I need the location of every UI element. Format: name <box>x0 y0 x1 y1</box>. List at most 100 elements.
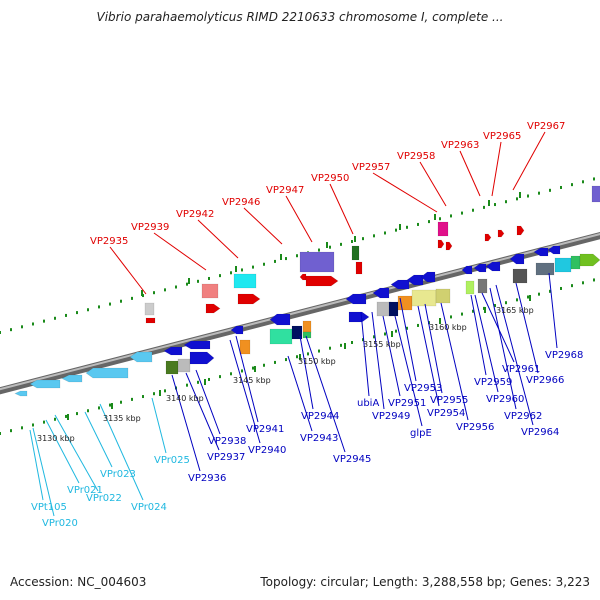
leader-line <box>394 315 423 427</box>
gene-feature <box>351 245 360 261</box>
lower-gene-label: VPr021 <box>67 485 103 496</box>
gene-feature <box>348 311 370 323</box>
lower-gene-label: VP2956 <box>456 422 494 433</box>
lower-gene-label: VP2953 <box>404 383 442 394</box>
leader-line <box>285 195 313 243</box>
gene-feature <box>144 302 155 316</box>
gene-features <box>14 185 600 397</box>
gene-feature <box>477 278 488 294</box>
leader-line <box>474 294 499 393</box>
gene-feature <box>201 283 219 299</box>
gene-feature <box>205 303 221 314</box>
upper-gene-label: VP2958 <box>397 151 435 162</box>
gene-feature <box>355 261 363 275</box>
lower-gene-label: VP2968 <box>545 350 583 361</box>
scale-label: 3130 kbp <box>37 434 75 443</box>
gene-feature <box>509 253 525 265</box>
leader-line <box>195 369 221 435</box>
lower-gene-label: VPr024 <box>131 502 167 513</box>
genome-summary-text: Topology: circular; Length: 3,288,558 bp… <box>260 575 590 589</box>
leader-line <box>29 429 44 501</box>
upper-gene-label: VP2946 <box>222 197 260 208</box>
leader-line <box>424 303 443 394</box>
upper-gene-label: VP2950 <box>311 173 349 184</box>
lower-gene-label: VP2944 <box>301 411 339 422</box>
lower-gene-label: VP2940 <box>248 445 286 456</box>
chromosome-backbone <box>0 231 600 395</box>
leader-line <box>417 305 440 407</box>
gene-feature <box>445 241 453 251</box>
leader-line <box>459 150 481 197</box>
lower-gene-label: VP2960 <box>486 394 524 405</box>
gene-feature <box>406 274 424 286</box>
leader-line <box>382 315 401 397</box>
leader-line <box>399 297 417 382</box>
gene-feature <box>512 268 528 284</box>
gene-feature <box>411 289 437 307</box>
lower-gene-label: VP2959 <box>474 377 512 388</box>
leader-line <box>243 207 283 245</box>
lower-gene-label: VP2943 <box>300 433 338 444</box>
gene-feature <box>302 320 312 333</box>
gene-feature <box>473 263 487 273</box>
gene-feature <box>435 288 451 304</box>
upper-gene-labels: VP2935VP2939VP2942VP2946VP2947VP2950VP29… <box>90 121 565 247</box>
scale-label: 3160 kbp <box>429 323 467 332</box>
gene-feature <box>145 317 156 324</box>
leader-line <box>419 161 447 207</box>
gene-feature <box>497 229 505 238</box>
lower-gene-label: VPr025 <box>154 455 190 466</box>
leader-line <box>32 427 55 517</box>
leader-line <box>470 294 487 376</box>
gene-feature <box>183 340 211 350</box>
leader-line <box>229 339 261 444</box>
gene-feature <box>305 275 339 287</box>
upper-gene-label: VP2965 <box>483 131 521 142</box>
lower-gene-label: VP2951 <box>388 398 426 409</box>
lower-gene-label: VP2936 <box>188 473 226 484</box>
gene-feature <box>189 351 215 365</box>
gene-feature <box>485 261 501 272</box>
leader-line <box>197 219 239 259</box>
leader-line <box>84 411 113 468</box>
leader-line <box>372 172 438 213</box>
gene-feature <box>163 346 183 356</box>
label-leader-lines <box>29 131 558 517</box>
gene-feature <box>237 293 261 305</box>
leader-line <box>489 287 517 410</box>
leader-line <box>491 141 502 197</box>
upper-gene-label: VP2939 <box>131 222 169 233</box>
leader-line <box>151 397 167 454</box>
gene-feature <box>85 367 129 379</box>
leader-line <box>235 335 259 423</box>
leader-line <box>99 403 144 501</box>
scale-label: 3165 kbp <box>496 306 534 315</box>
gene-feature <box>388 301 399 317</box>
leader-line <box>54 414 99 492</box>
lower-gene-label: VPr023 <box>100 469 136 480</box>
leader-line <box>185 372 220 451</box>
upper-gene-label: VP2942 <box>176 209 214 220</box>
gene-feature <box>547 245 561 255</box>
leader-line <box>287 355 313 432</box>
gene-feature <box>533 247 549 257</box>
lower-gene-label: VPr020 <box>42 518 78 529</box>
gene-feature <box>29 379 61 389</box>
lower-gene-label: ubiA <box>357 398 379 409</box>
lower-gene-label: VP2961 <box>502 364 540 375</box>
upper-gene-label: VP2935 <box>90 236 128 247</box>
scale-label: 3135 kbp <box>103 414 141 423</box>
gene-feature <box>554 257 572 273</box>
leader-line <box>512 131 546 191</box>
leader-line <box>515 282 539 374</box>
gene-feature <box>420 271 436 283</box>
gene-feature <box>177 358 191 373</box>
lower-gene-label: glpE <box>410 428 432 439</box>
lower-gene-label: VP2966 <box>526 375 564 386</box>
gene-feature <box>461 265 473 275</box>
gene-feature <box>129 351 153 363</box>
gene-feature <box>484 233 492 242</box>
leader-line <box>548 272 558 349</box>
gene-feature <box>165 360 179 375</box>
leader-line <box>495 284 534 426</box>
